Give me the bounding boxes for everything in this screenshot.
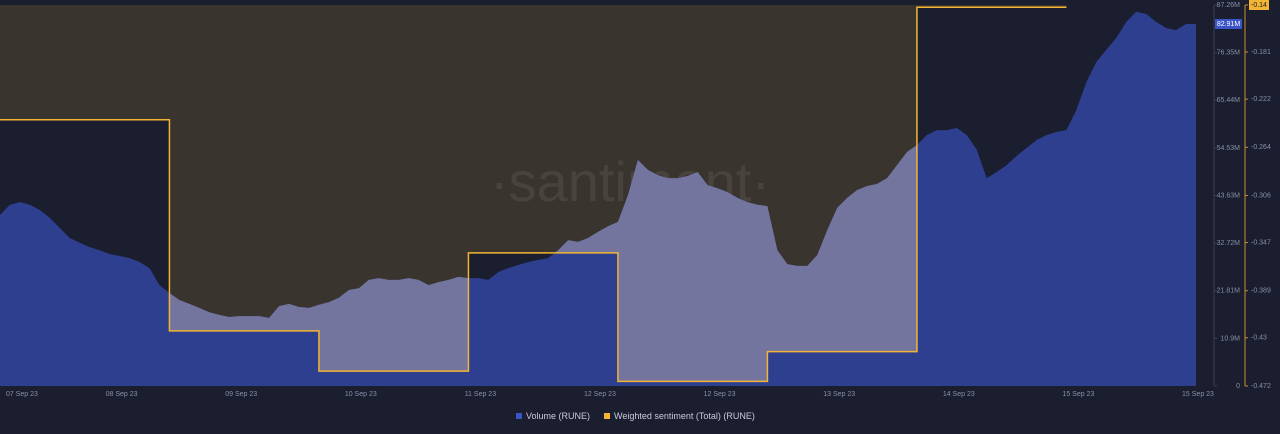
- y-tick-label: 54.53M: [1217, 145, 1241, 152]
- y2-tick-highlight: [1249, 0, 1269, 10]
- legend-swatch: [516, 413, 522, 419]
- value-annotation-box: [1215, 18, 1242, 29]
- x-tick-label: 07 Sep 23: [6, 391, 38, 398]
- y2-tick-label: -0.264: [1251, 144, 1271, 151]
- x-tick-label: 15 Sep 23: [1062, 391, 1094, 398]
- x-tick-label: 15 Sep 23: [1182, 391, 1214, 398]
- x-tick-label: 12 Sep 23: [584, 391, 616, 398]
- y-tick-label: 43.63M: [1217, 192, 1241, 199]
- legend-label: Volume (RUNE): [526, 411, 590, 421]
- y2-tick-label: -0.181: [1251, 49, 1271, 56]
- y2-tick-label: -0.389: [1251, 288, 1271, 295]
- y-tick-label: 32.72M: [1217, 240, 1241, 247]
- x-tick-label: 14 Sep 23: [943, 391, 975, 398]
- x-tick-label: 09 Sep 23: [225, 391, 257, 398]
- value-annotation: 82.91M: [1217, 21, 1241, 28]
- volume-area-highlight: [0, 11, 1067, 382]
- x-tick-label: 13 Sep 23: [823, 391, 855, 398]
- y-tick-label: 65.44M: [1217, 97, 1241, 104]
- legend-label: Weighted sentiment (Total) (RUNE): [614, 411, 755, 421]
- y2-tick-label: -0.222: [1251, 96, 1271, 103]
- y-tick-label: 21.81M: [1217, 288, 1241, 295]
- y-tick-label: 0: [1236, 383, 1240, 390]
- y2-tick-label: -0.306: [1251, 192, 1271, 199]
- y2-tick-label: -0.472: [1251, 383, 1271, 390]
- y2-tick-label: -0.347: [1251, 239, 1271, 246]
- x-tick-label: 10 Sep 23: [345, 391, 377, 398]
- sentiment-line: [0, 6, 1067, 383]
- legend-swatch: [604, 413, 611, 419]
- x-tick-label: 11 Sep 23: [465, 391, 497, 398]
- x-tick-label: 12 Sep 23: [704, 391, 736, 398]
- y-tick-label: 10.9M: [1221, 335, 1241, 342]
- y2-tick-label: -0.14: [1251, 2, 1267, 9]
- y-tick-label: 87.26M: [1217, 2, 1241, 9]
- x-tick-label: 08 Sep 23: [106, 391, 138, 398]
- y2-tick-label: -0.43: [1251, 335, 1267, 342]
- y-tick-label: 76.35M: [1217, 49, 1241, 56]
